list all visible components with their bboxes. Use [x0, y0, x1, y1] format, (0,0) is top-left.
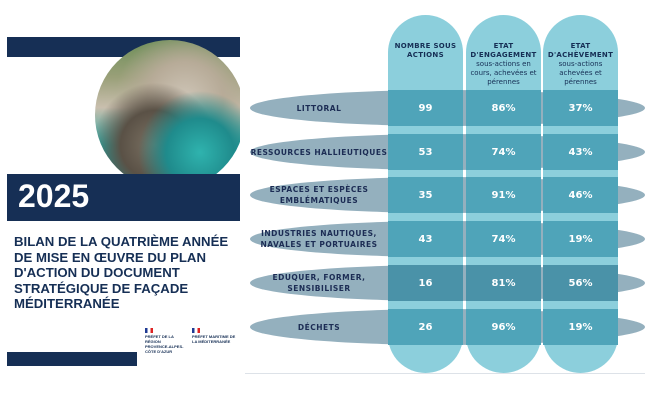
column-subtitle: sous-actions achevées et pérennes — [558, 60, 603, 86]
table-cell: 43 — [388, 221, 463, 257]
year-band — [7, 174, 240, 221]
column-subtitle: sous-actions en cours, achevées et péren… — [470, 60, 537, 86]
flag-icon — [145, 328, 153, 333]
bottom-bar — [7, 352, 137, 366]
table-cell: 86% — [466, 90, 541, 126]
table-cell: 26 — [388, 309, 463, 345]
column-header: ETAT D'ENGAGEMENT sous-actions en cours, … — [466, 42, 541, 87]
logo-text: PRÉFET MARITIME DE LA MÉDITERRANÉE — [192, 334, 236, 344]
table-cell: 16 — [388, 265, 463, 301]
divider — [245, 373, 645, 374]
row-label: DÉCHETS — [297, 322, 341, 332]
table-cell: 19% — [543, 221, 618, 257]
photo-mask — [240, 30, 260, 230]
column-header: ETAT D'ACHÈVEMENT sous-actions achevées e… — [543, 42, 618, 87]
table-cell: 37% — [543, 90, 618, 126]
table-cell: 96% — [466, 309, 541, 345]
table-cell: 81% — [466, 265, 541, 301]
table-cell: 46% — [543, 177, 618, 213]
row-label: RESSOURCES HALLIEUTIQUES — [250, 147, 388, 157]
table-cell: 91% — [466, 177, 541, 213]
table-cell: 74% — [466, 221, 541, 257]
logo-prefet-maritime: PRÉFET MARITIME DE LA MÉDITERRANÉE — [192, 328, 240, 344]
row-label: INDUSTRIES NAUTIQUES, NAVALES ET PORTUAI… — [260, 229, 378, 249]
year: 2025 — [18, 178, 90, 214]
row-label: LITTORAL — [296, 103, 342, 113]
table-cell: 56% — [543, 265, 618, 301]
column-header: NOMBRE SOUS ACTIONS — [388, 42, 463, 60]
coastline-photo — [95, 40, 245, 190]
logo-text: PRÉFET DE LA RÉGION PROVENCE-ALPES-CÔTE … — [145, 334, 184, 354]
column-title: ETAT D'ACHÈVEMENT — [547, 42, 614, 59]
table-cell: 53 — [388, 134, 463, 170]
column-title: NOMBRE SOUS ACTIONS — [394, 42, 457, 59]
table-cell: 19% — [543, 309, 618, 345]
row-label: EDUQUER, FORMER, SENSIBILISER — [272, 273, 366, 293]
cover-title: BILAN DE LA QUATRIÈME ANNÉE DE MISE EN Œ… — [14, 234, 229, 311]
flag-icon — [192, 328, 200, 333]
column-title: ETAT D'ENGAGEMENT — [470, 42, 537, 59]
row-label: ESPACES ET ESPÈCES EMBLÉMATIQUES — [269, 185, 369, 205]
table-cell: 35 — [388, 177, 463, 213]
table-cell: 74% — [466, 134, 541, 170]
table-cell: 43% — [543, 134, 618, 170]
logo-prefet-region: PRÉFET DE LA RÉGION PROVENCE-ALPES-CÔTE … — [145, 328, 185, 354]
table-cell: 99 — [388, 90, 463, 126]
